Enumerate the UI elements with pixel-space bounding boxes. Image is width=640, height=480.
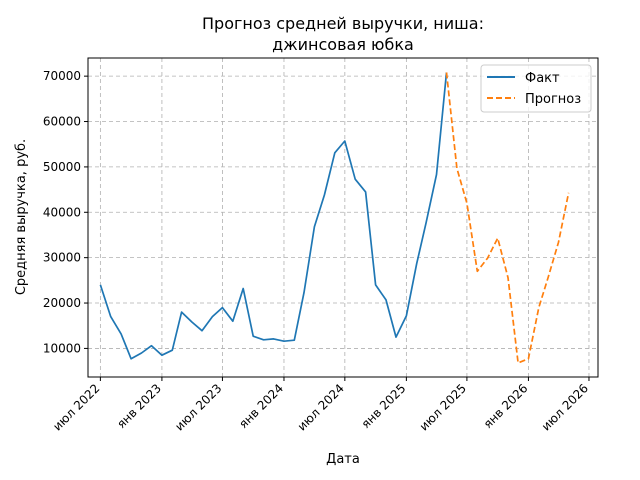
- legend-label-forecast: Прогноз: [525, 92, 581, 107]
- series-layer: [99, 72, 570, 364]
- y-axis: 10000 20000 30000 40000 50000 60000 70000: [43, 69, 88, 355]
- x-axis: июл 2022 янв 2023 июл 2023 янв 2024 июл 2024…: [50, 377, 591, 434]
- y-tick-label: 70000: [43, 69, 81, 83]
- legend: Факт Прогноз: [480, 64, 592, 113]
- y-tick-label: 10000: [43, 341, 81, 355]
- chart-title-line-2: джинсовая юбка: [272, 35, 414, 54]
- y-tick-label: 30000: [43, 251, 81, 265]
- y-axis-label: Средняя выручка, руб.: [14, 139, 29, 295]
- plot-frame: [87, 57, 599, 378]
- x-tick-label: янв 2023: [114, 381, 164, 431]
- grid: [88, 58, 598, 377]
- y-tick-label: 40000: [43, 205, 81, 219]
- y-tick-label: 60000: [43, 115, 81, 129]
- x-tick-label: янв 2026: [481, 381, 531, 431]
- legend-label-fact: Факт: [525, 71, 560, 86]
- y-tick-label: 20000: [43, 296, 81, 310]
- series-line-fact: [99, 72, 448, 360]
- x-tick-label: июл 2022: [50, 381, 102, 433]
- x-axis-label: Дата: [326, 452, 360, 467]
- chart-title-line-1: Прогноз средней выручки, ниша:: [202, 14, 484, 33]
- x-tick-label: июл 2025: [417, 381, 469, 433]
- x-tick-label: янв 2025: [359, 381, 409, 431]
- x-tick-label: янв 2024: [236, 381, 286, 431]
- x-tick-label: июл 2026: [539, 381, 591, 433]
- series-line-forecast: [445, 72, 570, 364]
- x-tick-label: июл 2024: [295, 381, 347, 433]
- y-tick-label: 50000: [43, 160, 81, 174]
- x-tick-label: июл 2023: [172, 381, 224, 433]
- chart-title: Прогноз средней выручки, ниша: джинсовая…: [202, 14, 484, 54]
